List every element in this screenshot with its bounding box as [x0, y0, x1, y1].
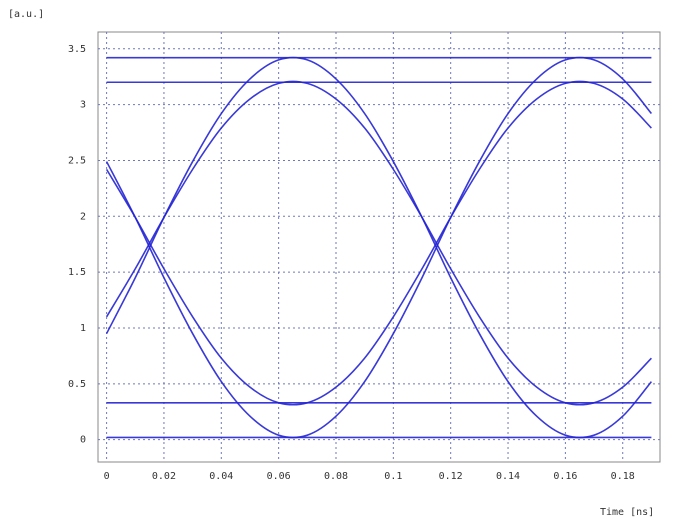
plot-frame: [97, 31, 661, 463]
y-tick-label: 3: [80, 100, 86, 111]
x-tick-label: 0.08: [324, 471, 348, 482]
eye-trace: [105, 56, 653, 439]
y-axis-label: [a.u.]: [8, 9, 44, 20]
y-tick-label: 1: [80, 323, 86, 334]
y-tick-label: 1.5: [68, 267, 86, 278]
x-tick-label: 0.18: [611, 471, 635, 482]
x-axis-label: Time [ns]: [600, 507, 654, 518]
y-tick-label: 0.5: [68, 379, 86, 390]
eye-trace: [105, 56, 653, 439]
y-tick-label: 2: [80, 211, 86, 222]
x-tick-label: 0.14: [496, 471, 520, 482]
eye-trace: [105, 80, 652, 406]
x-tick-label: 0.02: [152, 471, 176, 482]
y-tick-label: 2.5: [68, 155, 86, 166]
x-tick-label: 0.06: [267, 471, 291, 482]
x-tick-label: 0.04: [209, 471, 233, 482]
x-tick-label: 0.16: [553, 471, 577, 482]
y-tick-label: 0: [80, 435, 86, 446]
x-tick-label: 0.12: [439, 471, 463, 482]
x-tick-label: 0: [104, 471, 110, 482]
x-tick-label: 0.1: [384, 471, 402, 482]
y-tick-label: 3.5: [68, 44, 86, 55]
eye-trace: [105, 80, 652, 406]
